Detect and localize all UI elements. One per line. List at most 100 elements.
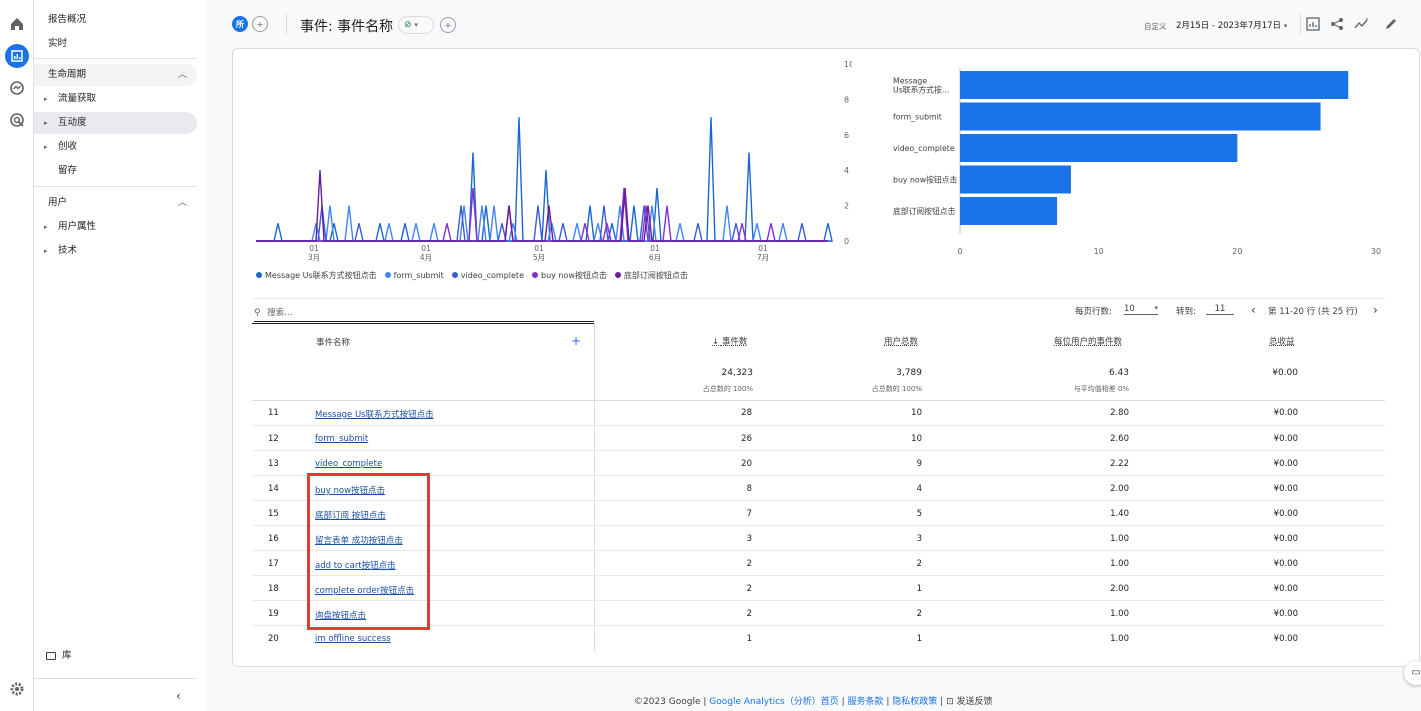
legend-dot-icon [256, 272, 262, 278]
row-event-name[interactable]: 留言表单 成功按钮点击 [315, 536, 403, 546]
next-page-icon[interactable]: › [1373, 303, 1378, 317]
nav-retention[interactable]: 留存 [42, 160, 197, 182]
x-tick-month: 3月 [308, 253, 320, 262]
bar[interactable] [960, 134, 1238, 162]
footer-feedback-link[interactable]: 发送反馈 [956, 697, 993, 707]
legend-item[interactable]: 底部订阅按钮点击 [614, 270, 688, 281]
add-comparison-icon[interactable]: + [252, 16, 268, 32]
collapse-chevron-icon[interactable]: ‹ [176, 689, 181, 703]
nav-user-attributes[interactable]: ▸ 用户属性 [42, 216, 197, 238]
y-tick-label: 4 [844, 166, 849, 175]
nav-monetization[interactable]: ▸ 创收 [42, 136, 197, 158]
y-tick-label: 2 [844, 202, 849, 211]
prev-page-icon[interactable]: ‹ [1251, 303, 1256, 317]
nav-overview[interactable]: 报告概况 [48, 14, 87, 25]
explore-icon[interactable] [7, 78, 27, 98]
row-event-count: 7 [746, 509, 752, 519]
table-row: 15 底部订阅 按钮点击 7 5 1.40 ¥0.00 [252, 500, 1385, 525]
date-range-picker[interactable]: 2月15日 - 2023年7月17日 ▾ [1176, 19, 1287, 31]
row-index: 18 [268, 584, 279, 594]
customize-report-icon[interactable] [1306, 16, 1320, 35]
edit-pencil-icon[interactable] [1384, 16, 1398, 35]
header-event-count[interactable]: ↓ 事件数 [712, 335, 747, 347]
header-event-name[interactable]: 事件名称 [316, 338, 351, 348]
bar[interactable] [960, 165, 1071, 194]
legend-item[interactable]: video_complete [451, 271, 524, 280]
bar[interactable] [960, 197, 1058, 225]
row-event-name[interactable]: video_complete [315, 459, 383, 469]
nav-acquisition[interactable]: ▸ 流量获取 [42, 88, 197, 110]
row-event-name[interactable]: add to cart按钮点击 [315, 561, 396, 571]
nav-engagement-label: 互动度 [58, 117, 87, 128]
header-total-revenue[interactable]: 总收益 [1269, 337, 1295, 347]
table-search-input[interactable]: ⚲ 搜索... [254, 306, 594, 322]
rows-per-page-value: 10 [1124, 304, 1135, 314]
legend-item[interactable]: buy now按钮点击 [531, 270, 607, 281]
header-event-count-label: 事件数 [721, 337, 748, 347]
feedback-chat-icon[interactable]: ▭ [1404, 661, 1421, 685]
row-event-name[interactable]: form_submit [315, 434, 369, 444]
row-event-name[interactable]: buy now按钮点击 [315, 486, 386, 496]
total-users-share: 占总数的 100% [871, 385, 922, 393]
date-custom-label: 自定义 [1144, 22, 1167, 31]
nav-section-lifecycle[interactable]: 生命周期 ︿ [34, 64, 197, 86]
row-event-name[interactable]: 底部订阅 按钮点击 [315, 511, 386, 521]
row-event-name[interactable]: 询盘按钮点击 [315, 611, 367, 621]
share-icon[interactable] [1330, 16, 1344, 35]
row-revenue: ¥0.00 [1273, 584, 1298, 594]
row-event-name[interactable]: Message Us联系方式按钮点击 [315, 410, 434, 420]
goto-input[interactable]: 11 [1206, 304, 1234, 315]
chevron-up-icon: ︿ [177, 198, 187, 208]
footer-copyright: ©2023 Google [634, 697, 701, 707]
nav-section-user[interactable]: 用户 ︿ [34, 192, 197, 214]
y-tick-label: 6 [844, 131, 849, 140]
x-tick-label: 10 [1094, 247, 1104, 256]
settings-gear-icon[interactable] [7, 679, 27, 699]
add-filter-icon[interactable]: + [440, 17, 456, 33]
nav-library[interactable]: 库 [46, 648, 72, 664]
footer-privacy-link[interactable]: 隐私权政策 [892, 697, 938, 707]
toolbar-divider [252, 298, 1385, 299]
legend-item[interactable]: form_submit [384, 271, 444, 280]
nav-engagement[interactable]: ▸ 互动度 [34, 112, 197, 134]
home-icon[interactable] [7, 14, 27, 34]
caret-down-icon: ▾ [1154, 304, 1158, 312]
nav-realtime[interactable]: 实时 [48, 38, 68, 49]
sort-down-arrow-icon: ↓ [712, 337, 722, 347]
series-line[interactable] [256, 117, 833, 242]
caret-right-icon: ▸ [44, 247, 48, 255]
row-events-per-user: 1.00 [1110, 609, 1129, 619]
comparison-badge[interactable]: 所 [232, 16, 248, 32]
row-revenue: ¥0.00 [1273, 459, 1298, 469]
reports-icon[interactable] [5, 44, 29, 68]
legend-label: Message Us联系方式按钮点击 [265, 271, 377, 280]
rows-per-page-select[interactable]: 10 ▾ [1124, 304, 1158, 315]
y-tick-label: 8 [844, 95, 849, 104]
caret-down-icon: ▾ [1283, 22, 1288, 30]
bar[interactable] [960, 102, 1321, 131]
status-check-dropdown[interactable]: ⊘ ▾ [398, 16, 434, 34]
series-line[interactable] [256, 205, 828, 242]
row-total-users: 9 [916, 459, 922, 469]
footer-terms-link[interactable]: 服务条款 [847, 697, 884, 707]
search-icon: ⚲ [254, 308, 261, 318]
header-total-users[interactable]: 用户总数 [884, 337, 919, 347]
series-line[interactable] [256, 170, 828, 242]
x-tick-day: 01 [534, 244, 544, 253]
footer-analytics-home-link[interactable]: Google Analytics（分析）首页 [709, 697, 839, 707]
total-events-per-user-diff: 与平均值相差 0% [1073, 385, 1129, 393]
row-total-users: 1 [916, 634, 922, 644]
bar-category-label: buy now按钮点击 [893, 175, 957, 185]
row-event-name[interactable]: im offline success [315, 634, 391, 644]
x-tick-month: 4月 [420, 253, 432, 262]
header-events-per-user[interactable]: 每位用户的事件数 [1054, 337, 1123, 347]
row-index: 13 [268, 459, 279, 469]
row-revenue: ¥0.00 [1273, 634, 1298, 644]
nav-tech[interactable]: ▸ 技术 [42, 240, 197, 262]
row-event-name[interactable]: complete order按钮点击 [315, 586, 415, 596]
legend-item[interactable]: Message Us联系方式按钮点击 [256, 270, 377, 281]
insights-icon[interactable] [1354, 16, 1370, 35]
add-dimension-icon[interactable]: + [571, 334, 582, 348]
advertising-icon[interactable] [7, 110, 27, 130]
bar[interactable] [960, 71, 1349, 99]
